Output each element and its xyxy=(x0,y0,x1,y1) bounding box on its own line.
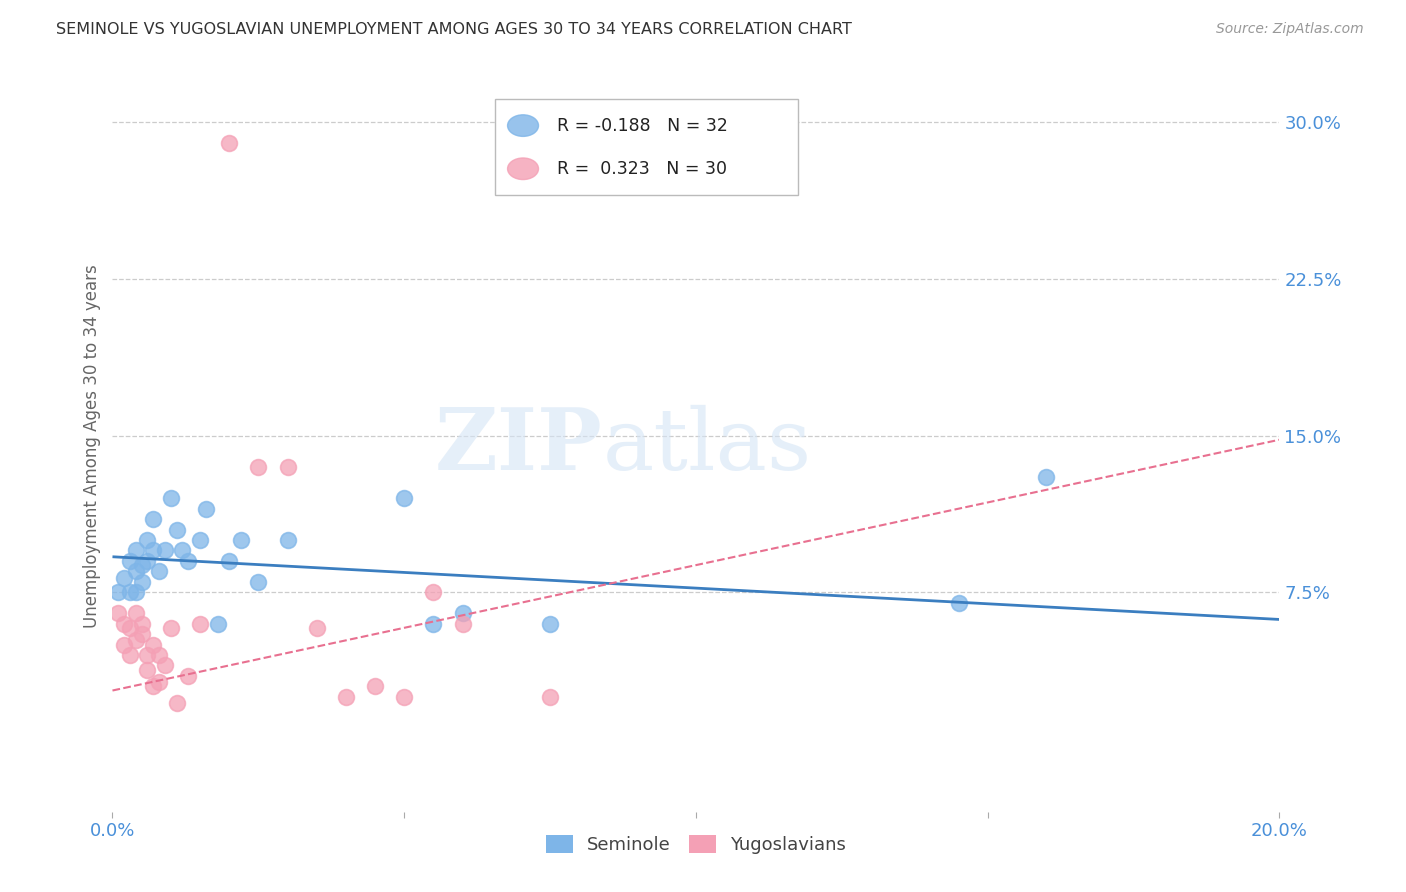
Point xyxy=(247,574,270,589)
Text: R = -0.188   N = 32: R = -0.188 N = 32 xyxy=(557,117,728,135)
Point xyxy=(118,554,141,568)
Point xyxy=(194,501,217,516)
Point xyxy=(172,543,194,558)
Point xyxy=(166,696,188,710)
Point xyxy=(148,648,170,662)
Legend: Seminole, Yugoslavians: Seminole, Yugoslavians xyxy=(538,828,853,861)
Point xyxy=(125,633,148,648)
Point xyxy=(160,491,183,506)
Point xyxy=(394,690,416,704)
Point xyxy=(125,585,148,599)
Point xyxy=(136,663,159,677)
Point xyxy=(451,606,474,620)
Point xyxy=(107,585,129,599)
Point xyxy=(538,690,561,704)
Point xyxy=(305,621,328,635)
Point xyxy=(148,675,170,690)
Point xyxy=(218,136,240,150)
Point xyxy=(131,627,153,641)
Point xyxy=(131,574,153,589)
Point xyxy=(142,512,165,526)
Point xyxy=(125,543,148,558)
Text: ZIP: ZIP xyxy=(434,404,603,488)
Y-axis label: Unemployment Among Ages 30 to 34 years: Unemployment Among Ages 30 to 34 years xyxy=(83,264,101,628)
Point xyxy=(188,616,211,631)
FancyBboxPatch shape xyxy=(495,99,799,195)
Point xyxy=(136,554,159,568)
Point xyxy=(422,585,444,599)
Point xyxy=(118,621,141,635)
Point xyxy=(153,543,176,558)
Point xyxy=(364,679,387,693)
Point xyxy=(136,648,159,662)
Ellipse shape xyxy=(508,115,538,136)
Point xyxy=(166,523,188,537)
Point xyxy=(112,616,135,631)
Text: atlas: atlas xyxy=(603,404,811,488)
Point xyxy=(247,459,270,474)
Point xyxy=(142,638,165,652)
Point xyxy=(177,669,200,683)
Point xyxy=(118,648,141,662)
Point xyxy=(451,616,474,631)
Ellipse shape xyxy=(508,158,538,179)
Point xyxy=(538,616,561,631)
Point xyxy=(229,533,252,547)
Point xyxy=(335,690,357,704)
Text: R =  0.323   N = 30: R = 0.323 N = 30 xyxy=(557,160,727,178)
Point xyxy=(177,554,200,568)
Point xyxy=(1035,470,1057,484)
Point xyxy=(188,533,211,547)
Point xyxy=(142,543,165,558)
Point xyxy=(160,621,183,635)
Point xyxy=(148,565,170,579)
Point xyxy=(125,565,148,579)
Point xyxy=(153,658,176,673)
Point xyxy=(136,533,159,547)
Point xyxy=(112,571,135,585)
Point xyxy=(207,616,229,631)
Point xyxy=(422,616,444,631)
Point xyxy=(142,679,165,693)
Point xyxy=(131,558,153,573)
Text: SEMINOLE VS YUGOSLAVIAN UNEMPLOYMENT AMONG AGES 30 TO 34 YEARS CORRELATION CHART: SEMINOLE VS YUGOSLAVIAN UNEMPLOYMENT AMO… xyxy=(56,22,852,37)
Point xyxy=(218,554,240,568)
Point xyxy=(107,606,129,620)
Point xyxy=(131,616,153,631)
Point xyxy=(948,596,970,610)
Point xyxy=(125,606,148,620)
Point xyxy=(276,459,298,474)
Point xyxy=(394,491,416,506)
Point xyxy=(118,585,141,599)
Text: Source: ZipAtlas.com: Source: ZipAtlas.com xyxy=(1216,22,1364,37)
Point xyxy=(112,638,135,652)
Point xyxy=(276,533,298,547)
